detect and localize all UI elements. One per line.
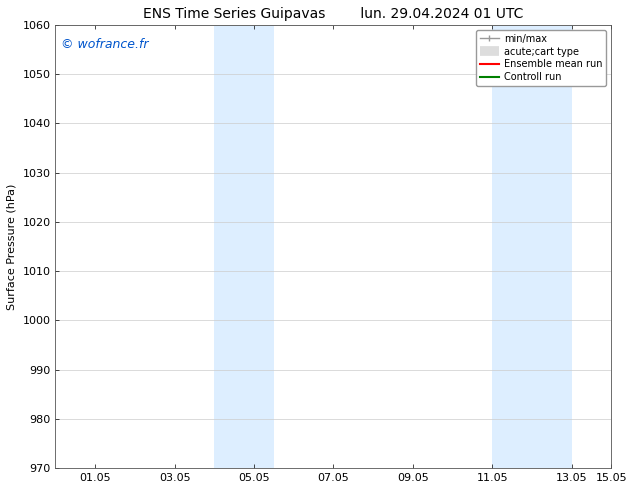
Y-axis label: Surface Pressure (hPa): Surface Pressure (hPa) bbox=[7, 183, 17, 310]
Legend: min/max, acute;cart type, Ensemble mean run, Controll run: min/max, acute;cart type, Ensemble mean … bbox=[476, 30, 606, 86]
Title: ENS Time Series Guipavas        lun. 29.04.2024 01 UTC: ENS Time Series Guipavas lun. 29.04.2024… bbox=[143, 7, 524, 21]
Bar bbox=[214, 25, 274, 468]
Bar bbox=[492, 25, 571, 468]
Text: © wofrance.fr: © wofrance.fr bbox=[61, 38, 148, 51]
